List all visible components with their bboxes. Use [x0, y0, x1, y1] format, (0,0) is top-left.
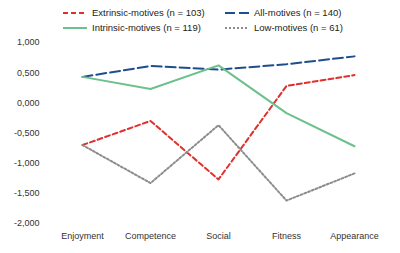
- svg-text:0,000: 0,000: [17, 98, 40, 108]
- svg-text:-2,000: -2,000: [14, 218, 40, 228]
- svg-text:0,500: 0,500: [17, 68, 40, 78]
- svg-text:Social: Social: [206, 231, 231, 241]
- svg-text:Competence: Competence: [125, 231, 176, 241]
- svg-text:-0,500: -0,500: [14, 128, 40, 138]
- html-text:All-motives (n = 140): All-motives (n = 140): [254, 7, 342, 18]
- svg-text:-1,000: -1,000: [14, 158, 40, 168]
- svg-text:Appearance: Appearance: [330, 231, 379, 241]
- html-text:Intrinsic-motives (n = 119): Intrinsic-motives (n = 119): [92, 22, 201, 33]
- svg-text:-1,500: -1,500: [14, 188, 40, 198]
- svg-text:Fitness: Fitness: [272, 231, 302, 241]
- html-text:Low-motives (n = 61): Low-motives (n = 61): [254, 22, 343, 33]
- svg-text:1,000: 1,000: [17, 37, 40, 47]
- html-text:Extrinsic-motives (n = 103): Extrinsic-motives (n = 103): [92, 7, 205, 18]
- svg-text:Enjoyment: Enjoyment: [61, 231, 104, 241]
